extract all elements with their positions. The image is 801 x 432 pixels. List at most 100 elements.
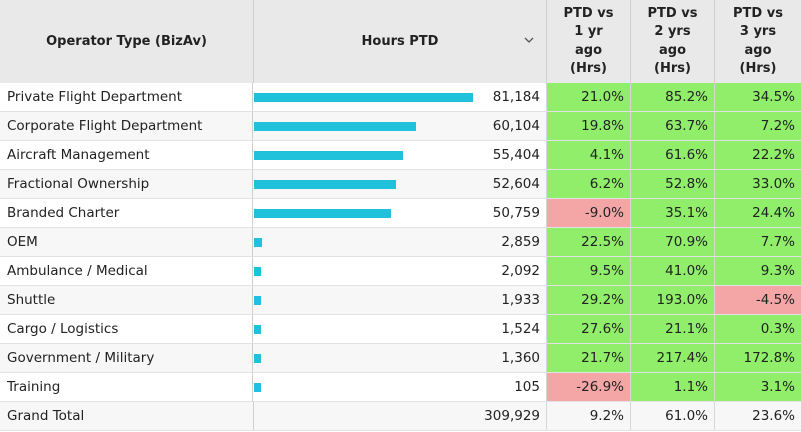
- operator-type-cell: Fractional Ownership: [0, 170, 253, 198]
- hours-bar: [254, 354, 261, 363]
- pct-change-cell: 3.1%: [714, 373, 801, 401]
- hours-bar: [254, 296, 261, 305]
- hours-bar: [254, 209, 391, 218]
- operator-type-cell: Branded Charter: [0, 199, 253, 227]
- hours-value: 50,759: [492, 205, 540, 221]
- hours-bar: [254, 238, 262, 247]
- header-pct-2yr[interactable]: PTD vs 2 yrs ago (Hrs): [630, 0, 714, 83]
- pct-change-cell: 9.5%: [546, 257, 630, 285]
- header-pct-2yr-line: PTD vs: [647, 5, 698, 21]
- operator-type-cell: Corporate Flight Department: [0, 112, 253, 140]
- hours-value: 60,104: [492, 118, 540, 134]
- pct-change-cell: 4.1%: [546, 141, 630, 169]
- hours-value: 309,929: [484, 408, 540, 424]
- table-row[interactable]: Branded Charter 50,759 -9.0% 35.1% 24.4%: [0, 199, 801, 228]
- table-row[interactable]: Training 105 -26.9% 1.1% 3.1%: [0, 373, 801, 402]
- pct-change-cell: 7.7%: [714, 228, 801, 256]
- grand-total-row[interactable]: Grand Total 309,929 9.2% 61.0% 23.6%: [0, 402, 801, 431]
- header-pct-2yr-line: ago: [658, 42, 686, 58]
- pct-change-cell: 23.6%: [714, 402, 801, 430]
- header-pct-3yr-line: PTD vs: [733, 5, 783, 21]
- pct-change-cell: 41.0%: [630, 257, 714, 285]
- table-row[interactable]: Corporate Flight Department 60,104 19.8% 63…: [0, 112, 801, 141]
- pct-change-cell: 19.8%: [546, 112, 630, 140]
- operator-type-cell: Training: [0, 373, 253, 401]
- table-row[interactable]: Private Flight Department 81,184 21.0% 85.2…: [0, 83, 801, 112]
- header-pct-1yr-line: ago: [574, 42, 602, 58]
- hours-value: 52,604: [492, 176, 540, 192]
- hours-cell: 105: [253, 373, 546, 401]
- pct-change-cell: 7.2%: [714, 112, 801, 140]
- table-row[interactable]: Government / Military 1,360 21.7% 217.4% 172…: [0, 344, 801, 373]
- pct-change-cell: 52.8%: [630, 170, 714, 198]
- pct-change-cell: 27.6%: [546, 315, 630, 343]
- hours-cell: 2,092: [253, 257, 546, 285]
- hours-cell: 55,404: [253, 141, 546, 169]
- pct-change-cell: -9.0%: [546, 199, 630, 227]
- pct-change-cell: 22.5%: [546, 228, 630, 256]
- header-pct-3yr-line: (Hrs): [739, 61, 777, 76]
- pct-change-cell: 1.1%: [630, 373, 714, 401]
- header-pct-1yr[interactable]: PTD vs 1 yr ago (Hrs): [546, 0, 630, 83]
- pct-change-cell: 21.1%: [630, 315, 714, 343]
- pct-change-cell: 63.7%: [630, 112, 714, 140]
- header-pct-2yr-line: 2 yrs: [654, 24, 691, 39]
- header-pct-1yr-line: PTD vs: [563, 5, 614, 21]
- hours-value: 81,184: [492, 89, 540, 105]
- hours-cell: 81,184: [253, 83, 546, 111]
- pct-change-cell: 0.3%: [714, 315, 801, 343]
- pct-change-cell: 61.6%: [630, 141, 714, 169]
- hours-bar: [254, 383, 261, 392]
- hours-cell: 1,933: [253, 286, 546, 314]
- table-row[interactable]: Fractional Ownership 52,604 6.2% 52.8% 33.0%: [0, 170, 801, 199]
- pct-change-cell: 85.2%: [630, 83, 714, 111]
- hours-cell: 309,929: [253, 402, 546, 430]
- pct-change-cell: 9.3%: [714, 257, 801, 285]
- header-hours-label: Hours PTD: [361, 34, 439, 49]
- table-row[interactable]: OEM 2,859 22.5% 70.9% 7.7%: [0, 228, 801, 257]
- hours-value: 1,360: [501, 350, 540, 366]
- header-pct-3yr-line: 3 yrs: [739, 24, 777, 39]
- table-row[interactable]: Cargo / Logistics 1,524 27.6% 21.1% 0.3%: [0, 315, 801, 344]
- pct-change-cell: 35.1%: [630, 199, 714, 227]
- header-hours-ptd[interactable]: Hours PTD: [253, 0, 546, 83]
- hours-bar: [254, 267, 261, 276]
- hours-value: 55,404: [492, 147, 540, 163]
- operator-type-cell: Cargo / Logistics: [0, 315, 253, 343]
- hours-value: 1,524: [501, 321, 540, 337]
- pct-change-cell: 217.4%: [630, 344, 714, 372]
- pct-change-cell: -26.9%: [546, 373, 630, 401]
- header-pct-3yr-line: ago: [744, 42, 772, 58]
- header-pct-3yr[interactable]: PTD vs 3 yrs ago (Hrs): [714, 0, 801, 83]
- hours-cell: 2,859: [253, 228, 546, 256]
- pct-change-cell: 24.4%: [714, 199, 801, 227]
- grand-total-label: Grand Total: [7, 408, 85, 424]
- hours-value: 2,092: [501, 263, 540, 279]
- header-pct-2yr-line: (Hrs): [654, 61, 691, 76]
- header-pct-1yr-line: (Hrs): [570, 61, 607, 76]
- hours-value: 2,859: [501, 234, 540, 250]
- operator-type-cell: Aircraft Management: [0, 141, 253, 169]
- hours-cell: 52,604: [253, 170, 546, 198]
- header-operator-type[interactable]: Operator Type (BizAv): [0, 0, 253, 83]
- hours-value: 1,933: [501, 292, 540, 308]
- hours-bar: [254, 93, 473, 102]
- hours-cell: 1,360: [253, 344, 546, 372]
- pct-change-cell: 193.0%: [630, 286, 714, 314]
- operator-type-cell: Government / Military: [0, 344, 253, 372]
- pct-change-cell: 34.5%: [714, 83, 801, 111]
- pct-change-cell: 70.9%: [630, 228, 714, 256]
- operator-type-cell: Private Flight Department: [0, 83, 253, 111]
- table-row[interactable]: Shuttle 1,933 29.2% 193.0% -4.5%: [0, 286, 801, 315]
- operator-type-cell: OEM: [0, 228, 253, 256]
- pct-change-cell: 21.0%: [546, 83, 630, 111]
- table-row[interactable]: Ambulance / Medical 2,092 9.5% 41.0% 9.3%: [0, 257, 801, 286]
- hours-cell: 1,524: [253, 315, 546, 343]
- pct-change-cell: 22.2%: [714, 141, 801, 169]
- header-pct-1yr-line: 1 yr: [574, 24, 603, 39]
- hours-bar: [254, 180, 396, 189]
- pct-change-cell: 61.0%: [630, 402, 714, 430]
- table-row[interactable]: Aircraft Management 55,404 4.1% 61.6% 22.2%: [0, 141, 801, 170]
- chevron-down-icon[interactable]: [524, 37, 534, 43]
- operator-type-cell: Shuttle: [0, 286, 253, 314]
